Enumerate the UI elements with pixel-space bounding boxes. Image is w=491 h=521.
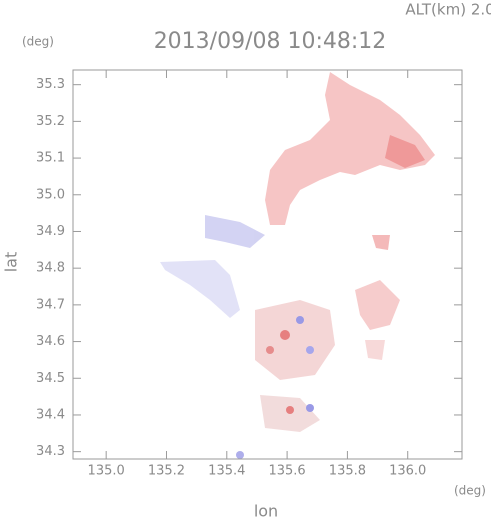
radar-echoes [160, 72, 435, 459]
echo-region [372, 235, 390, 250]
y-tick-label: 35.3 [36, 77, 65, 92]
x-tick-label: 135.0 [88, 464, 125, 479]
x-tick-label: 135.8 [329, 464, 366, 479]
y-tick-label: 34.6 [36, 334, 65, 349]
altitude-label: ALT(km) 2.0 [405, 1, 491, 19]
echo-region [385, 135, 425, 168]
echo-cell [280, 330, 290, 340]
echo-region [205, 215, 265, 248]
y-tick-label: 34.4 [36, 407, 65, 422]
echo-cell [296, 316, 304, 324]
x-tick-label: 135.2 [148, 464, 185, 479]
x-tick-label: 136.0 [389, 464, 426, 479]
echo-cell [266, 346, 274, 354]
y-axis-label: lat [2, 252, 21, 273]
x-tick-label: 135.6 [268, 464, 305, 479]
y-tick-label: 34.3 [36, 444, 65, 459]
echo-region [365, 340, 385, 360]
echo-cell [236, 451, 244, 459]
x-axis-label: lon [254, 502, 278, 521]
chart-title: 2013/09/08 10:48:12 [154, 29, 387, 54]
y-tick-label: 34.7 [36, 297, 65, 312]
echo-cell [286, 406, 294, 414]
y-tick-label: 35.2 [36, 114, 65, 129]
x-unit: (deg) [454, 484, 486, 498]
echo-region [265, 72, 435, 225]
y-tick-label: 34.5 [36, 371, 65, 386]
y-tick-label: 34.9 [36, 224, 65, 239]
plot-frame [72, 69, 463, 460]
echo-region [255, 300, 335, 380]
y-tick-label: 35.1 [36, 151, 65, 166]
x-tick-label: 135.4 [208, 464, 245, 479]
echo-region [160, 260, 240, 318]
echo-cell [306, 346, 314, 354]
y-unit: (deg) [22, 35, 54, 49]
echo-region [355, 280, 400, 330]
echo-cell [306, 404, 314, 412]
y-tick-label: 35.0 [36, 187, 65, 202]
y-tick-label: 34.8 [36, 261, 65, 276]
